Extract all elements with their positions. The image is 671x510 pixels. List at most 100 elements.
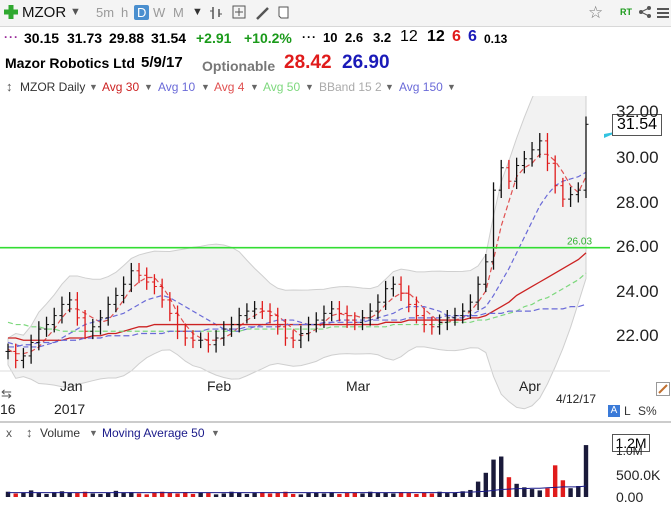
panel-divider[interactable] <box>0 421 671 423</box>
volume-bar <box>452 492 458 497</box>
volume-bar <box>352 492 357 497</box>
volume-bar <box>499 456 504 497</box>
interval-d[interactable]: D <box>134 5 150 20</box>
legend-bband[interactable]: BBand 15 2 <box>319 80 382 94</box>
quote-row: ··· 30.15 31.73 29.88 31.54 +2.91 +10.2%… <box>0 27 671 49</box>
close-panel-button[interactable]: x <box>6 426 12 440</box>
volume-chart[interactable] <box>0 438 610 508</box>
volume-bar <box>28 490 34 497</box>
end-date-label: 4/12/17 <box>556 392 597 406</box>
volume-label[interactable]: Volume <box>40 426 81 440</box>
red-price: 28.42 <box>284 52 332 73</box>
volume-ma-label[interactable]: Moving Average 50 <box>102 426 205 440</box>
interval-m[interactable]: M <box>173 5 184 20</box>
symbol-dropdown-icon[interactable]: ▼ <box>70 6 81 18</box>
optionable-label: Optionable <box>202 58 276 74</box>
favorite-star-icon[interactable]: ☆ <box>588 3 604 22</box>
study-settings-icon[interactable]: ↕ <box>6 79 13 94</box>
interval-w[interactable]: W <box>153 5 166 20</box>
legend-avg10[interactable]: Avg 10 <box>158 80 196 94</box>
y-tick-28: 28.00 <box>616 193 659 212</box>
volume-bar <box>252 493 257 497</box>
legend-avg50-dropdown-icon[interactable]: ▼ <box>305 82 314 92</box>
y-tick-32: 32.00 <box>616 102 659 121</box>
volume-bar <box>421 492 427 497</box>
scroll-back-icon[interactable]: ⇆ <box>1 386 12 401</box>
volume-bar <box>221 493 226 497</box>
close-value: 31.54 <box>151 30 187 46</box>
stats-menu-icon[interactable]: ··· <box>302 30 317 44</box>
legend-avg4-dropdown-icon[interactable]: ▼ <box>250 82 259 92</box>
green-level-label: 26.03 <box>567 237 592 248</box>
volume-bar <box>5 491 11 497</box>
ma-line-avg10 <box>7 171 587 348</box>
volume-bar <box>105 492 111 497</box>
stat-value-1: 10 <box>323 30 338 45</box>
bar-style-icon[interactable] <box>210 5 224 26</box>
volume-bar <box>576 486 581 497</box>
volume-bar <box>329 492 334 497</box>
x-tick-year-prefix: 16 <box>0 401 16 417</box>
volume-ma-dropdown-icon[interactable]: ▼ <box>211 428 220 438</box>
volume-bar <box>206 493 211 497</box>
price-chart[interactable]: 26.03 <box>0 96 671 426</box>
interval-dropdown-icon[interactable]: ▼ <box>192 6 203 18</box>
volume-bar <box>129 492 134 497</box>
indicator-legend: ↕ MZOR Daily ▼ Avg 30 ▼ Avg 10 ▼ Avg 4 ▼… <box>0 78 671 96</box>
volume-bar <box>267 493 273 497</box>
volume-bar <box>460 491 465 497</box>
ma-line-avg50 <box>7 272 587 332</box>
rt-icon[interactable]: RT <box>620 7 632 17</box>
interval-h[interactable]: h <box>121 5 129 20</box>
volume-bar <box>583 445 589 497</box>
x-tick-mar: Mar <box>346 378 371 394</box>
volume-bar <box>398 492 404 497</box>
quote-menu-icon[interactable]: ··· <box>4 30 19 44</box>
stat-value-5: 12 <box>427 28 445 45</box>
volume-bar <box>429 493 435 497</box>
legend-avg30-dropdown-icon[interactable]: ▼ <box>144 82 153 92</box>
draw-pencil-icon[interactable] <box>255 5 271 26</box>
share-icon[interactable] <box>638 5 652 24</box>
add-symbol-icon[interactable] <box>3 4 19 20</box>
volume-dropdown-icon[interactable]: ▼ <box>89 428 98 438</box>
stat-value-2: 2.6 <box>345 30 364 45</box>
volume-bar <box>52 492 57 497</box>
draw-tool-icon[interactable] <box>656 382 670 401</box>
percent-scale-label[interactable]: S% <box>638 404 657 418</box>
volume-bar <box>514 483 519 497</box>
menu-icon[interactable] <box>657 6 669 24</box>
volume-bar <box>368 491 373 497</box>
legend-avg50[interactable]: Avg 50 <box>263 80 301 94</box>
volume-bar <box>244 493 250 497</box>
y-tick-22: 22.00 <box>616 326 659 345</box>
legend-avg150-dropdown-icon[interactable]: ▼ <box>447 82 456 92</box>
add-indicator-icon[interactable] <box>232 5 248 26</box>
volume-ma-line <box>8 485 587 494</box>
volume-bar <box>283 491 288 497</box>
volume-bar <box>491 459 496 497</box>
legend-avg4[interactable]: Avg 4 <box>214 80 245 94</box>
y-tick-24: 24.00 <box>616 282 659 301</box>
volume-bar <box>152 492 157 497</box>
ma-line-avg4 <box>7 153 587 355</box>
high-value: 31.73 <box>67 30 103 46</box>
volume-bar <box>13 493 18 497</box>
volume-bar <box>406 493 411 497</box>
legend-avg30[interactable]: Avg 30 <box>102 80 140 94</box>
log-scale-toggle[interactable]: A <box>608 405 620 417</box>
legend-avg150[interactable]: Avg 150 <box>399 80 443 94</box>
volume-bar <box>552 465 558 497</box>
legend-bband-dropdown-icon[interactable]: ▼ <box>385 82 394 92</box>
interval-5m[interactable]: 5m <box>96 5 115 20</box>
log-scale-label[interactable]: L <box>624 404 631 418</box>
volume-bar <box>360 493 365 497</box>
legend-symbol-dropdown-icon[interactable]: ▼ <box>89 82 98 92</box>
notes-icon[interactable] <box>276 5 292 26</box>
legend-avg10-dropdown-icon[interactable]: ▼ <box>201 82 210 92</box>
legend-symbol-period[interactable]: MZOR Daily <box>20 80 86 94</box>
symbol-field[interactable]: MZOR <box>22 4 67 21</box>
volume-bar <box>298 494 304 497</box>
volume-settings-icon[interactable]: ↕ <box>26 425 33 440</box>
volume-bar <box>44 493 49 497</box>
